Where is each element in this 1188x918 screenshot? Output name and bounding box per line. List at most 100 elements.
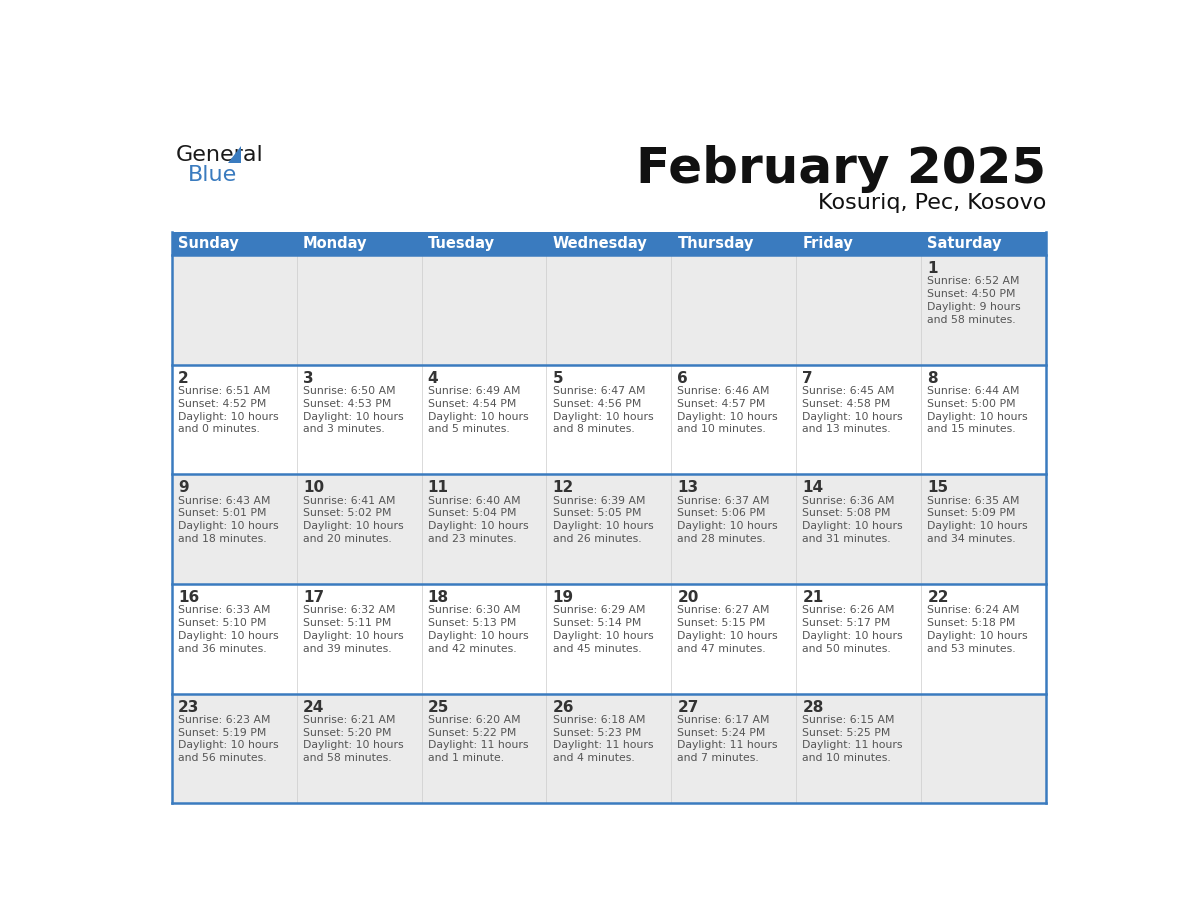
Text: 12: 12 [552, 480, 574, 496]
Text: and 5 minutes.: and 5 minutes. [428, 424, 510, 434]
Text: Sunset: 5:08 PM: Sunset: 5:08 PM [802, 509, 891, 519]
Text: and 34 minutes.: and 34 minutes. [928, 534, 1016, 543]
Bar [172, 693, 1045, 803]
Text: Sunrise: 6:24 AM: Sunrise: 6:24 AM [928, 606, 1019, 615]
Text: Daylight: 10 hours: Daylight: 10 hours [178, 741, 278, 751]
Text: Sunrise: 6:30 AM: Sunrise: 6:30 AM [428, 606, 520, 615]
Text: Sunset: 5:10 PM: Sunset: 5:10 PM [178, 618, 266, 628]
Text: Sunset: 4:50 PM: Sunset: 4:50 PM [928, 289, 1016, 299]
Text: Daylight: 10 hours: Daylight: 10 hours [677, 411, 778, 421]
Text: Sunrise: 6:17 AM: Sunrise: 6:17 AM [677, 715, 770, 725]
Text: Sunset: 4:52 PM: Sunset: 4:52 PM [178, 398, 266, 409]
Text: and 1 minute.: and 1 minute. [428, 753, 504, 763]
Text: Daylight: 10 hours: Daylight: 10 hours [303, 411, 404, 421]
Text: Sunset: 5:19 PM: Sunset: 5:19 PM [178, 728, 266, 738]
Text: and 45 minutes.: and 45 minutes. [552, 644, 642, 654]
Text: Sunrise: 6:29 AM: Sunrise: 6:29 AM [552, 606, 645, 615]
Text: and 58 minutes.: and 58 minutes. [303, 753, 392, 763]
Text: Friday: Friday [802, 236, 853, 251]
Text: and 10 minutes.: and 10 minutes. [677, 424, 766, 434]
Text: 10: 10 [303, 480, 324, 496]
Text: 28: 28 [802, 700, 823, 715]
Text: Sunrise: 6:27 AM: Sunrise: 6:27 AM [677, 606, 770, 615]
Text: Daylight: 10 hours: Daylight: 10 hours [428, 631, 529, 641]
Text: Daylight: 10 hours: Daylight: 10 hours [303, 631, 404, 641]
Text: Daylight: 11 hours: Daylight: 11 hours [802, 741, 903, 751]
Text: Sunset: 5:00 PM: Sunset: 5:00 PM [928, 398, 1016, 409]
Text: and 0 minutes.: and 0 minutes. [178, 424, 260, 434]
Text: 8: 8 [928, 371, 937, 386]
Text: and 56 minutes.: and 56 minutes. [178, 753, 266, 763]
Text: Daylight: 10 hours: Daylight: 10 hours [428, 521, 529, 532]
Text: Daylight: 10 hours: Daylight: 10 hours [428, 411, 529, 421]
Text: Saturday: Saturday [928, 236, 1001, 251]
Text: Daylight: 10 hours: Daylight: 10 hours [552, 411, 653, 421]
Text: Daylight: 10 hours: Daylight: 10 hours [928, 521, 1028, 532]
Text: 24: 24 [303, 700, 324, 715]
Text: Sunset: 5:14 PM: Sunset: 5:14 PM [552, 618, 642, 628]
Text: Sunrise: 6:18 AM: Sunrise: 6:18 AM [552, 715, 645, 725]
Text: Sunset: 5:09 PM: Sunset: 5:09 PM [928, 509, 1016, 519]
Text: 4: 4 [428, 371, 438, 386]
Text: and 26 minutes.: and 26 minutes. [552, 534, 642, 543]
Text: Sunrise: 6:44 AM: Sunrise: 6:44 AM [928, 386, 1019, 397]
Text: Sunrise: 6:51 AM: Sunrise: 6:51 AM [178, 386, 271, 397]
Text: Blue: Blue [188, 165, 238, 185]
Text: Sunrise: 6:50 AM: Sunrise: 6:50 AM [303, 386, 396, 397]
Text: and 13 minutes.: and 13 minutes. [802, 424, 891, 434]
Text: Sunset: 5:05 PM: Sunset: 5:05 PM [552, 509, 642, 519]
Text: Tuesday: Tuesday [428, 236, 494, 251]
Text: Sunset: 5:25 PM: Sunset: 5:25 PM [802, 728, 891, 738]
Text: Sunset: 4:57 PM: Sunset: 4:57 PM [677, 398, 766, 409]
Text: and 36 minutes.: and 36 minutes. [178, 644, 266, 654]
Text: Sunrise: 6:15 AM: Sunrise: 6:15 AM [802, 715, 895, 725]
Text: and 53 minutes.: and 53 minutes. [928, 644, 1016, 654]
Text: and 31 minutes.: and 31 minutes. [802, 534, 891, 543]
Text: Sunrise: 6:49 AM: Sunrise: 6:49 AM [428, 386, 520, 397]
Text: Sunset: 5:24 PM: Sunset: 5:24 PM [677, 728, 766, 738]
Text: Kosuriq, Pec, Kosovo: Kosuriq, Pec, Kosovo [817, 194, 1045, 213]
Text: 21: 21 [802, 590, 823, 605]
Text: Daylight: 10 hours: Daylight: 10 hours [552, 521, 653, 532]
Text: 23: 23 [178, 700, 200, 715]
Text: 15: 15 [928, 480, 948, 496]
Text: Daylight: 10 hours: Daylight: 10 hours [178, 521, 278, 532]
Text: Sunrise: 6:52 AM: Sunrise: 6:52 AM [928, 276, 1019, 286]
Text: Daylight: 11 hours: Daylight: 11 hours [677, 741, 778, 751]
Text: Sunset: 4:58 PM: Sunset: 4:58 PM [802, 398, 891, 409]
Text: Sunset: 5:02 PM: Sunset: 5:02 PM [303, 509, 391, 519]
Text: and 47 minutes.: and 47 minutes. [677, 644, 766, 654]
Text: Sunrise: 6:26 AM: Sunrise: 6:26 AM [802, 606, 895, 615]
Text: Sunset: 4:53 PM: Sunset: 4:53 PM [303, 398, 391, 409]
Text: Daylight: 10 hours: Daylight: 10 hours [802, 631, 903, 641]
Text: Daylight: 10 hours: Daylight: 10 hours [928, 631, 1028, 641]
Text: Sunset: 5:23 PM: Sunset: 5:23 PM [552, 728, 642, 738]
Text: Thursday: Thursday [677, 236, 754, 251]
Bar [172, 255, 1045, 364]
Text: Sunrise: 6:43 AM: Sunrise: 6:43 AM [178, 496, 271, 506]
Text: Daylight: 11 hours: Daylight: 11 hours [552, 741, 653, 751]
Bar [172, 475, 1045, 584]
Text: 2: 2 [178, 371, 189, 386]
Bar [172, 584, 1045, 693]
Text: Sunday: Sunday [178, 236, 239, 251]
Text: Sunset: 4:54 PM: Sunset: 4:54 PM [428, 398, 516, 409]
Text: Daylight: 10 hours: Daylight: 10 hours [802, 521, 903, 532]
Text: 1: 1 [928, 261, 937, 276]
Text: 3: 3 [303, 371, 314, 386]
Text: 14: 14 [802, 480, 823, 496]
Text: 26: 26 [552, 700, 574, 715]
Text: Daylight: 10 hours: Daylight: 10 hours [552, 631, 653, 641]
Text: and 28 minutes.: and 28 minutes. [677, 534, 766, 543]
Text: and 15 minutes.: and 15 minutes. [928, 424, 1016, 434]
Text: Sunrise: 6:39 AM: Sunrise: 6:39 AM [552, 496, 645, 506]
Text: 17: 17 [303, 590, 324, 605]
Text: Sunrise: 6:37 AM: Sunrise: 6:37 AM [677, 496, 770, 506]
Text: Sunset: 5:20 PM: Sunset: 5:20 PM [303, 728, 391, 738]
Text: Sunset: 5:01 PM: Sunset: 5:01 PM [178, 509, 266, 519]
Text: Daylight: 10 hours: Daylight: 10 hours [802, 411, 903, 421]
Bar [172, 364, 1045, 475]
Text: Sunrise: 6:35 AM: Sunrise: 6:35 AM [928, 496, 1019, 506]
Text: Sunrise: 6:47 AM: Sunrise: 6:47 AM [552, 386, 645, 397]
Text: and 10 minutes.: and 10 minutes. [802, 753, 891, 763]
